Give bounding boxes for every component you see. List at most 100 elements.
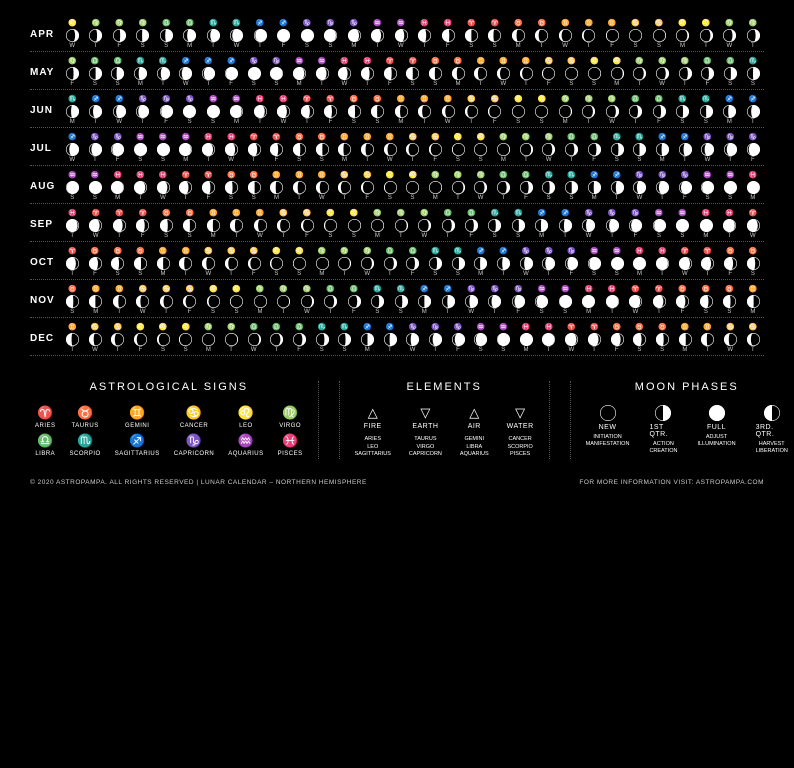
- day-of-week: T: [329, 309, 333, 315]
- zodiac-icon: ♉: [725, 286, 734, 294]
- moon-phase-icon: [474, 181, 487, 194]
- day-of-week: F: [751, 157, 755, 163]
- day-of-week: W: [364, 271, 370, 277]
- moon-phase-icon: [701, 257, 714, 270]
- moon-phase-icon: [66, 219, 79, 232]
- moon-phase-icon: [656, 257, 669, 270]
- day-cell: ♏S: [743, 58, 764, 87]
- zodiac-icon: ♐: [129, 433, 145, 449]
- zodiac-icon: ♊: [703, 324, 712, 332]
- zodiac-icon: ♐: [420, 286, 429, 294]
- moon-phase-icon: [371, 29, 384, 42]
- day-of-week: S: [352, 119, 357, 125]
- day-of-week: S: [320, 347, 325, 353]
- moon-phase-icon: [230, 29, 243, 42]
- moon-phase-icon: [348, 219, 361, 232]
- day-of-week: W: [705, 157, 711, 163]
- moon-phase-icon: [653, 29, 666, 42]
- day-cell: ♎F: [516, 172, 537, 201]
- phase-words: ADJUSTILLUMINATION: [697, 434, 735, 448]
- zodiac-icon: ♌: [477, 134, 486, 142]
- moon-phase-icon: [497, 181, 510, 194]
- zodiac-icon: ♒: [232, 96, 241, 104]
- moon-phase-icon: [316, 67, 329, 80]
- day-of-week: F: [138, 347, 142, 353]
- day-cell: ♒S: [555, 286, 576, 315]
- moon-phase-icon: [724, 181, 737, 194]
- day-cell: ♈T: [297, 96, 318, 125]
- day-cell: ♑T: [484, 286, 505, 315]
- zodiac-icon: ♍: [282, 405, 298, 421]
- sign-cell: ♒AQUARIUS: [228, 433, 263, 457]
- day-of-week: T: [706, 271, 710, 277]
- zodiac-icon: ♍: [420, 210, 429, 218]
- element-icon: △: [368, 405, 378, 421]
- day-cell: ♊T: [414, 96, 435, 125]
- moon-phase-icon: [254, 219, 267, 232]
- day-of-week: T: [524, 81, 528, 87]
- day-of-week: S: [728, 81, 733, 87]
- day-cell: ♌S: [402, 172, 423, 201]
- moon-phase-icon: [277, 105, 290, 118]
- legend-elements: ELEMENTS △FIREARIESLEOSAGITTARIUS▽EARTHT…: [339, 381, 550, 459]
- zodiac-icon: ♊: [159, 248, 168, 256]
- moon-phase-icon: [611, 143, 624, 156]
- day-of-week: S: [188, 119, 193, 125]
- zodiac-icon: ♑: [567, 248, 576, 256]
- day-cell: ♎F: [649, 96, 670, 125]
- zodiac-icon: ♎: [703, 58, 712, 66]
- day-of-week: W: [500, 81, 506, 87]
- zodiac-icon: ♒: [238, 433, 254, 449]
- moon-phase-icon: [361, 67, 374, 80]
- zodiac-icon: ♉: [373, 96, 382, 104]
- day-cell: ♓M: [516, 324, 537, 353]
- zodiac-icon: ♋: [91, 324, 100, 332]
- day-cell: ♋F: [484, 96, 505, 125]
- day-cell: ♊M: [743, 286, 764, 315]
- moon-phase-icon: [629, 295, 642, 308]
- moon-phase-icon: [676, 219, 689, 232]
- day-of-week: T: [258, 43, 262, 49]
- zodiac-icon: ♐: [590, 172, 599, 180]
- zodiac-icon: ♋: [186, 405, 202, 421]
- day-cell: ♉F: [672, 286, 693, 315]
- day-of-week: S: [352, 233, 357, 239]
- day-cell: ♌T: [696, 20, 717, 49]
- zodiac-icon: ♍: [363, 248, 372, 256]
- moon-phase-icon: [542, 181, 555, 194]
- moon-phase-icon: [338, 143, 351, 156]
- day-cell: ♋F: [179, 286, 200, 315]
- day-of-week: T: [161, 81, 165, 87]
- moon-phase-icon: [606, 105, 619, 118]
- day-of-week: T: [683, 157, 687, 163]
- day-cell: ♑T: [652, 172, 673, 201]
- day-cell: ♒W: [391, 20, 412, 49]
- day-cell: ♉S: [367, 96, 388, 125]
- day-of-week: S: [328, 233, 333, 239]
- day-cell: ♉S: [62, 286, 83, 315]
- day-cell: ♒M: [226, 96, 247, 125]
- moon-phase-icon: [113, 29, 126, 42]
- moon-phase-icon: [655, 405, 671, 421]
- zodiac-icon: ♎: [590, 134, 599, 142]
- phase-name: FULL: [707, 424, 726, 431]
- day-of-week: M: [433, 195, 439, 201]
- day-cell: ♈S: [484, 20, 505, 49]
- day-of-week: S: [704, 309, 709, 315]
- zodiac-icon: ♉: [185, 210, 194, 218]
- day-of-week: M: [206, 347, 212, 353]
- moon-phase-icon: [160, 219, 173, 232]
- day-of-week: W: [727, 43, 733, 49]
- zodiac-icon: ♈: [681, 248, 690, 256]
- day-of-week: S: [274, 81, 279, 87]
- moon-phase-icon: [724, 333, 737, 346]
- moon-phase-icon: [429, 333, 442, 346]
- day-cell: ♍M: [493, 134, 514, 163]
- month-row: APR♌W♍T♍F♍S♎S♎M♏T♏W♐T♐F♑S♑S♑M♒T♒W♓T♓F♈S♈…: [30, 20, 764, 52]
- day-of-week: T: [493, 309, 497, 315]
- moon-phase-icon: [66, 181, 79, 194]
- day-cell: ♊M: [85, 286, 106, 315]
- zodiac-icon: ♈: [408, 58, 417, 66]
- zodiac-icon: ♐: [92, 96, 101, 104]
- moon-phase-icon: [293, 67, 306, 80]
